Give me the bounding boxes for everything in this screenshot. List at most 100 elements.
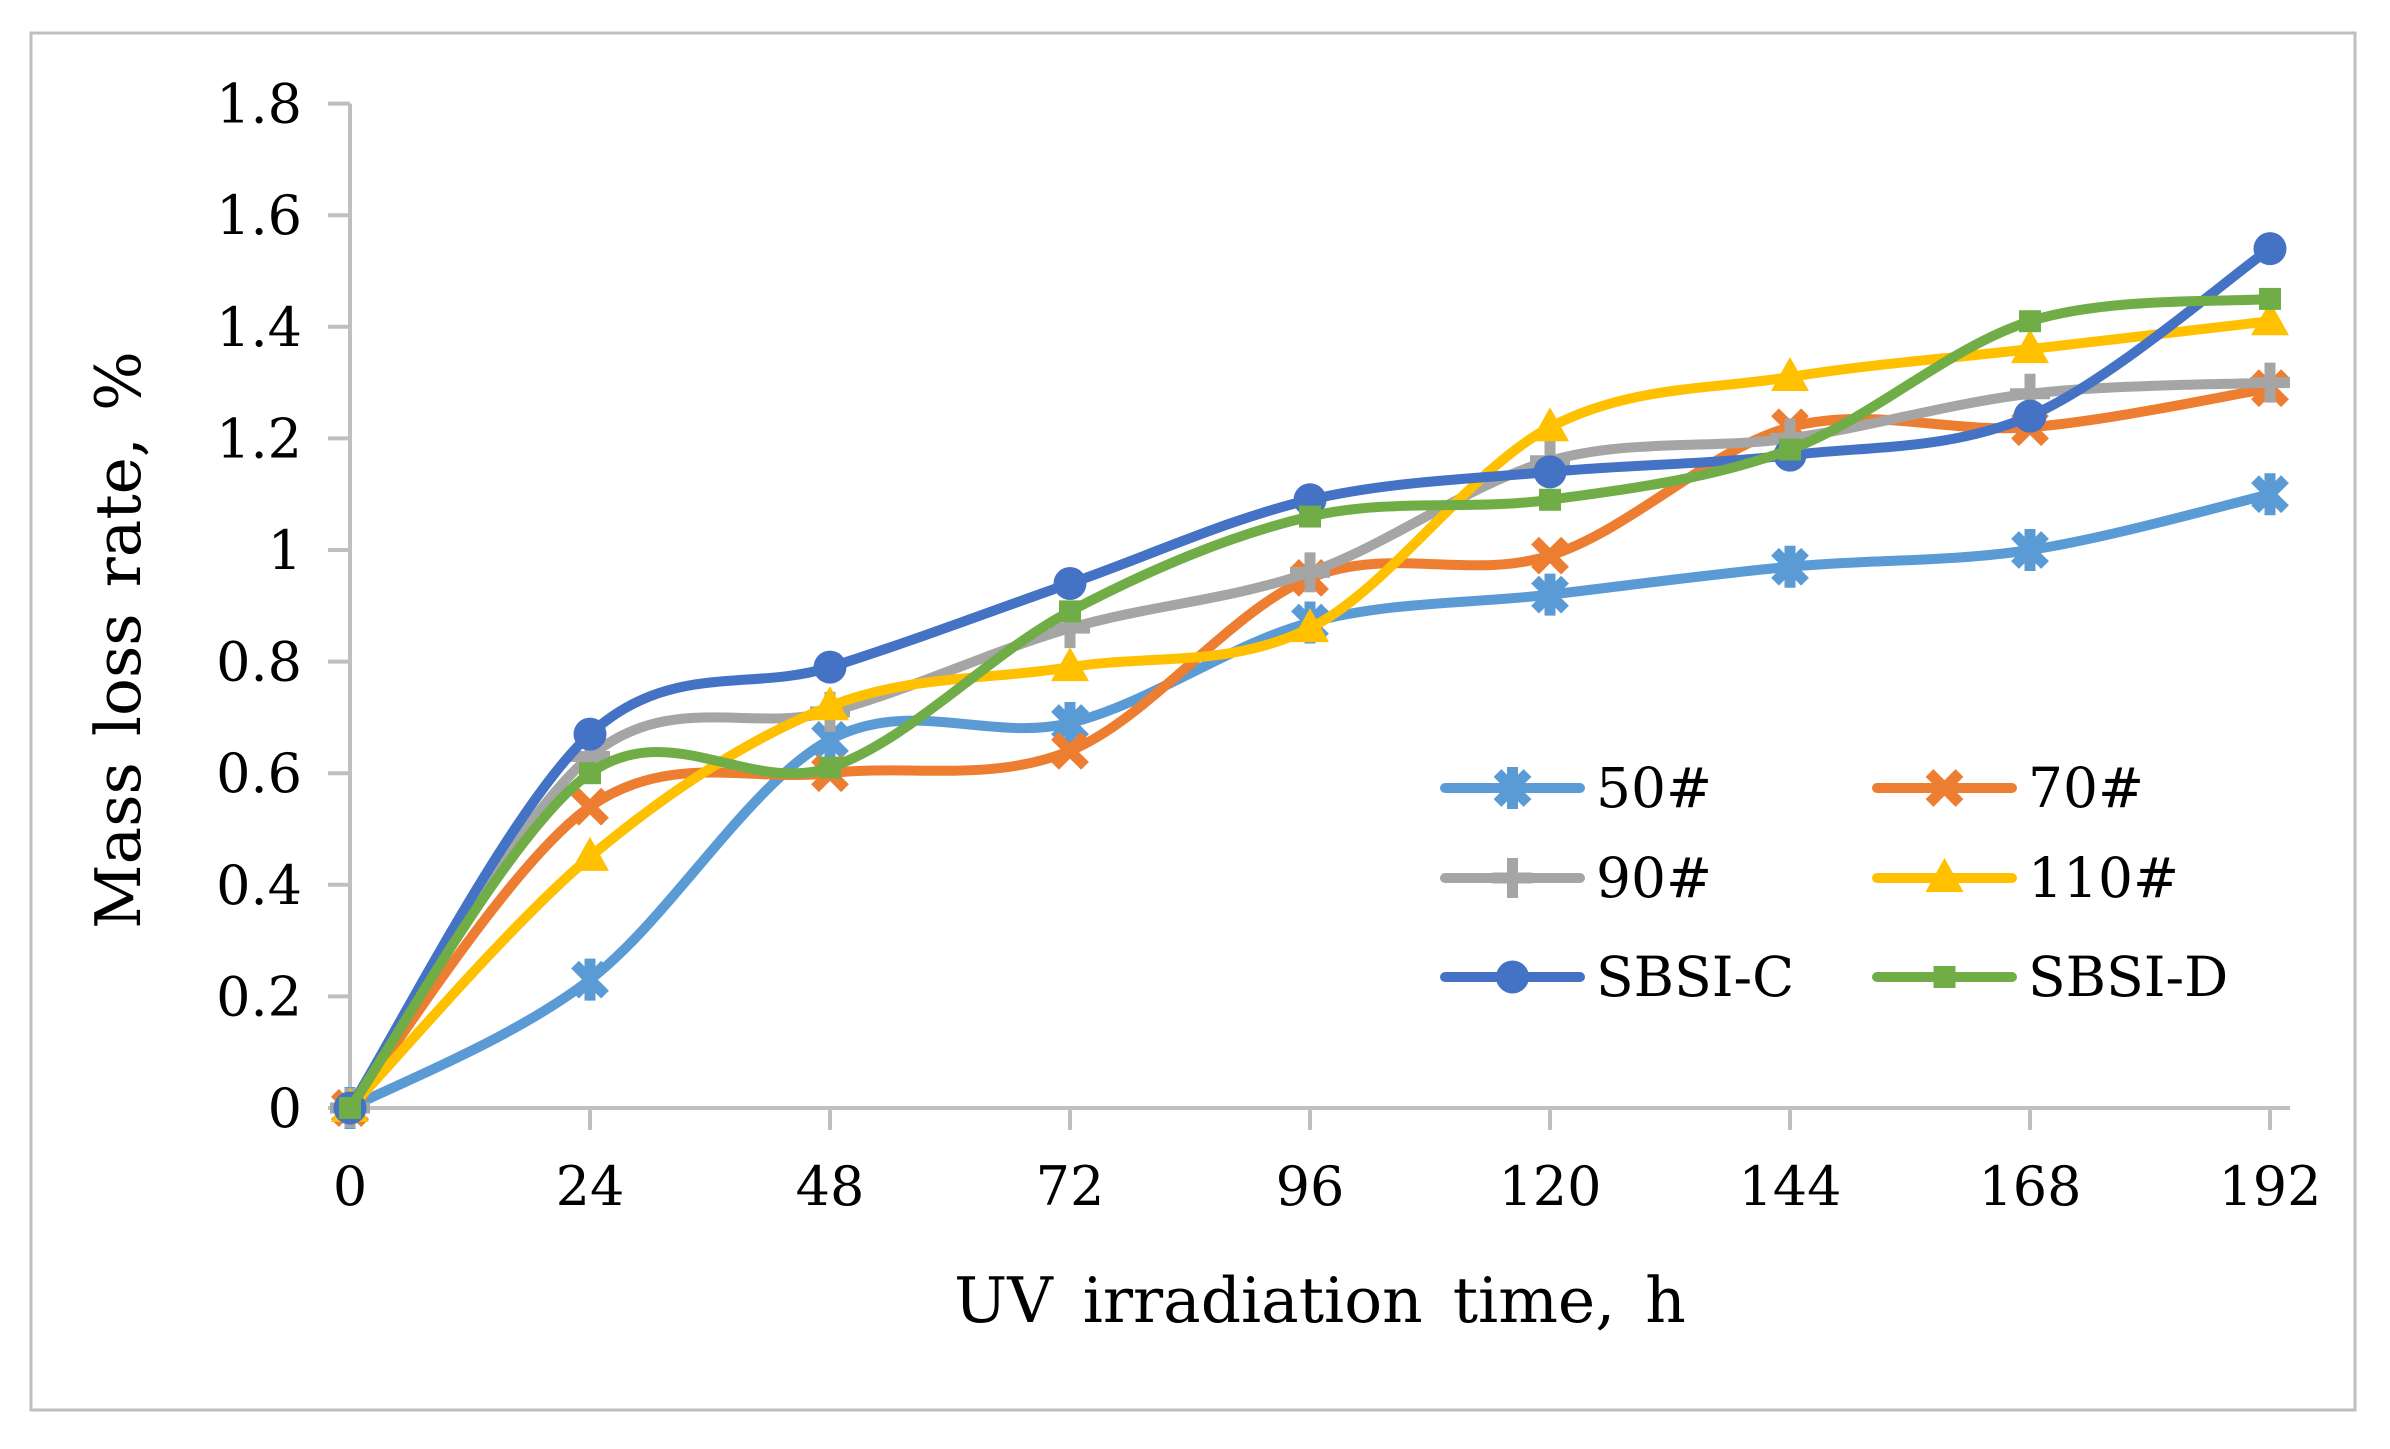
series-70#-marker-x [1051,731,1089,770]
star-marker-shape [1493,767,1532,809]
series-SBSI-C-marker-circle [813,650,847,684]
series-SBSI-D [339,287,2281,1119]
series-110#-marker-triangle [2251,301,2289,336]
circle-marker-shape [2253,232,2287,266]
square-marker-shape [339,1097,361,1119]
y-axis-title: Mass loss rate, % [82,351,155,929]
y-tick-label: 1.6 [216,184,302,247]
legend-label-70#: 70# [2028,756,2144,820]
triangle-marker-shape [811,686,849,721]
y-tick-label: 0.6 [216,742,302,805]
legend-50#-marker-star6 [1493,767,1532,809]
triangle-marker-shape [571,836,609,871]
y-tick-label: 1.4 [216,296,302,359]
legend-item-110#: 110# [1872,846,2179,910]
plus-marker-shape [1492,858,1533,898]
y-tick-label: 0.4 [216,854,302,917]
x-axis-title: UV irradiation time, h [954,1264,1686,1337]
series-50#-marker-star6 [571,958,609,1001]
legend-label-SBSI-C: SBSI-C [1596,945,1794,1009]
x-tick-label: 120 [1498,1155,1601,1218]
series-line-70# [345,383,2275,1113]
series-50#-marker-star6 [2251,473,2289,516]
x-tick-label: 48 [796,1155,865,1218]
triangle-marker-shape [1925,858,1964,892]
series-SBSI-C-marker-circle [573,717,607,751]
series-SBSI-D-marker-square [1059,600,1081,623]
legend-70#-marker-x [1925,769,1964,807]
x-marker-shape [1925,769,1964,807]
series-SBSI-D-marker-square [339,1097,361,1119]
series-110#-marker-triangle [571,836,609,871]
series-110#-marker-triangle [1291,608,1329,643]
legend-label-SBSI-D: SBSI-D [2028,945,2228,1009]
series-70#-marker-x [571,787,609,826]
series-layer [330,232,2290,1129]
legend-label-110#: 110# [2028,846,2179,910]
legend-item-SBSI-D: SBSI-D [1872,945,2228,1009]
legend-item-90#: 90# [1440,846,1712,910]
series-SBSI-D-marker-square [1779,438,1801,461]
series-50#-marker-star6 [2011,529,2049,571]
series-SBSI-C-marker-circle [2253,232,2287,266]
series-90#-marker-plus [1290,552,1330,593]
triangle-marker-shape [1771,357,1809,392]
x-tick-label: 72 [1036,1155,1105,1218]
series-SBSI-D-marker-square [579,762,601,785]
series-50#-marker-star6 [1771,545,1809,588]
square-marker-shape [2019,310,2041,333]
y-tick-label: 1.8 [216,73,302,136]
series-50#-marker-star6 [1051,701,1089,744]
y-tick-label: 0.2 [216,965,302,1028]
legend-110#-marker-triangle [1925,858,1964,892]
legend-item-SBSI-C: SBSI-C [1440,945,1794,1009]
square-marker-shape [819,756,841,779]
series-line-SBSI-D [345,293,2275,1113]
triangle-marker-shape [2251,301,2289,336]
series-SBSI-D-marker-square [2259,287,2281,310]
figure-border [29,31,2357,1412]
series-line-50# [345,489,2275,1113]
square-marker-shape [1059,600,1081,623]
x-marker-shape [1051,731,1089,770]
series-SBSI-C-marker-circle [1053,566,1087,600]
square-marker-shape [579,762,601,785]
circle-marker-shape [573,717,607,751]
square-marker-shape [1933,966,1956,988]
star-marker-shape [1771,545,1809,588]
series-SBSI-D-marker-square [2019,310,2041,333]
plus-marker-shape [1290,552,1330,593]
series-line-90# [345,377,2275,1113]
circle-marker-shape [1533,455,1567,489]
star-marker-shape [1531,573,1569,616]
legend-item-50#: 50# [1440,756,1712,820]
x-marker-shape [1531,536,1569,575]
x-tick-label: 96 [1276,1155,1345,1218]
triangle-marker-shape [2011,329,2049,364]
triangle-marker-shape [1291,608,1329,643]
x-tick-label: 0 [333,1155,367,1218]
circle-marker-shape [1496,960,1529,994]
x-tick-label: 192 [2218,1155,2321,1218]
x-tick-label: 168 [1978,1155,2081,1218]
legend-label-90#: 90# [1596,846,1712,910]
x-tick-label: 24 [556,1155,625,1218]
circle-marker-shape [2013,399,2047,433]
series-110#-marker-triangle [811,686,849,721]
y-tick-label: 0 [268,1077,302,1140]
circle-marker-shape [1053,566,1087,600]
legend-SBSI-D-marker-square [1933,966,1956,988]
x-tick-label: 144 [1738,1155,1841,1218]
legend-SBSI-C-marker-circle [1496,960,1529,994]
star-marker-shape [2251,473,2289,516]
legend-item-70#: 70# [1872,756,2144,820]
plus-marker-shape [2250,362,2290,403]
y-tick-label: 1 [268,519,302,582]
square-marker-shape [1539,488,1561,511]
series-SBSI-D-marker-square [1539,488,1561,511]
x-marker-shape [571,787,609,826]
series-SBSI-C-marker-circle [2013,399,2047,433]
series-110#-marker-triangle [1771,357,1809,392]
